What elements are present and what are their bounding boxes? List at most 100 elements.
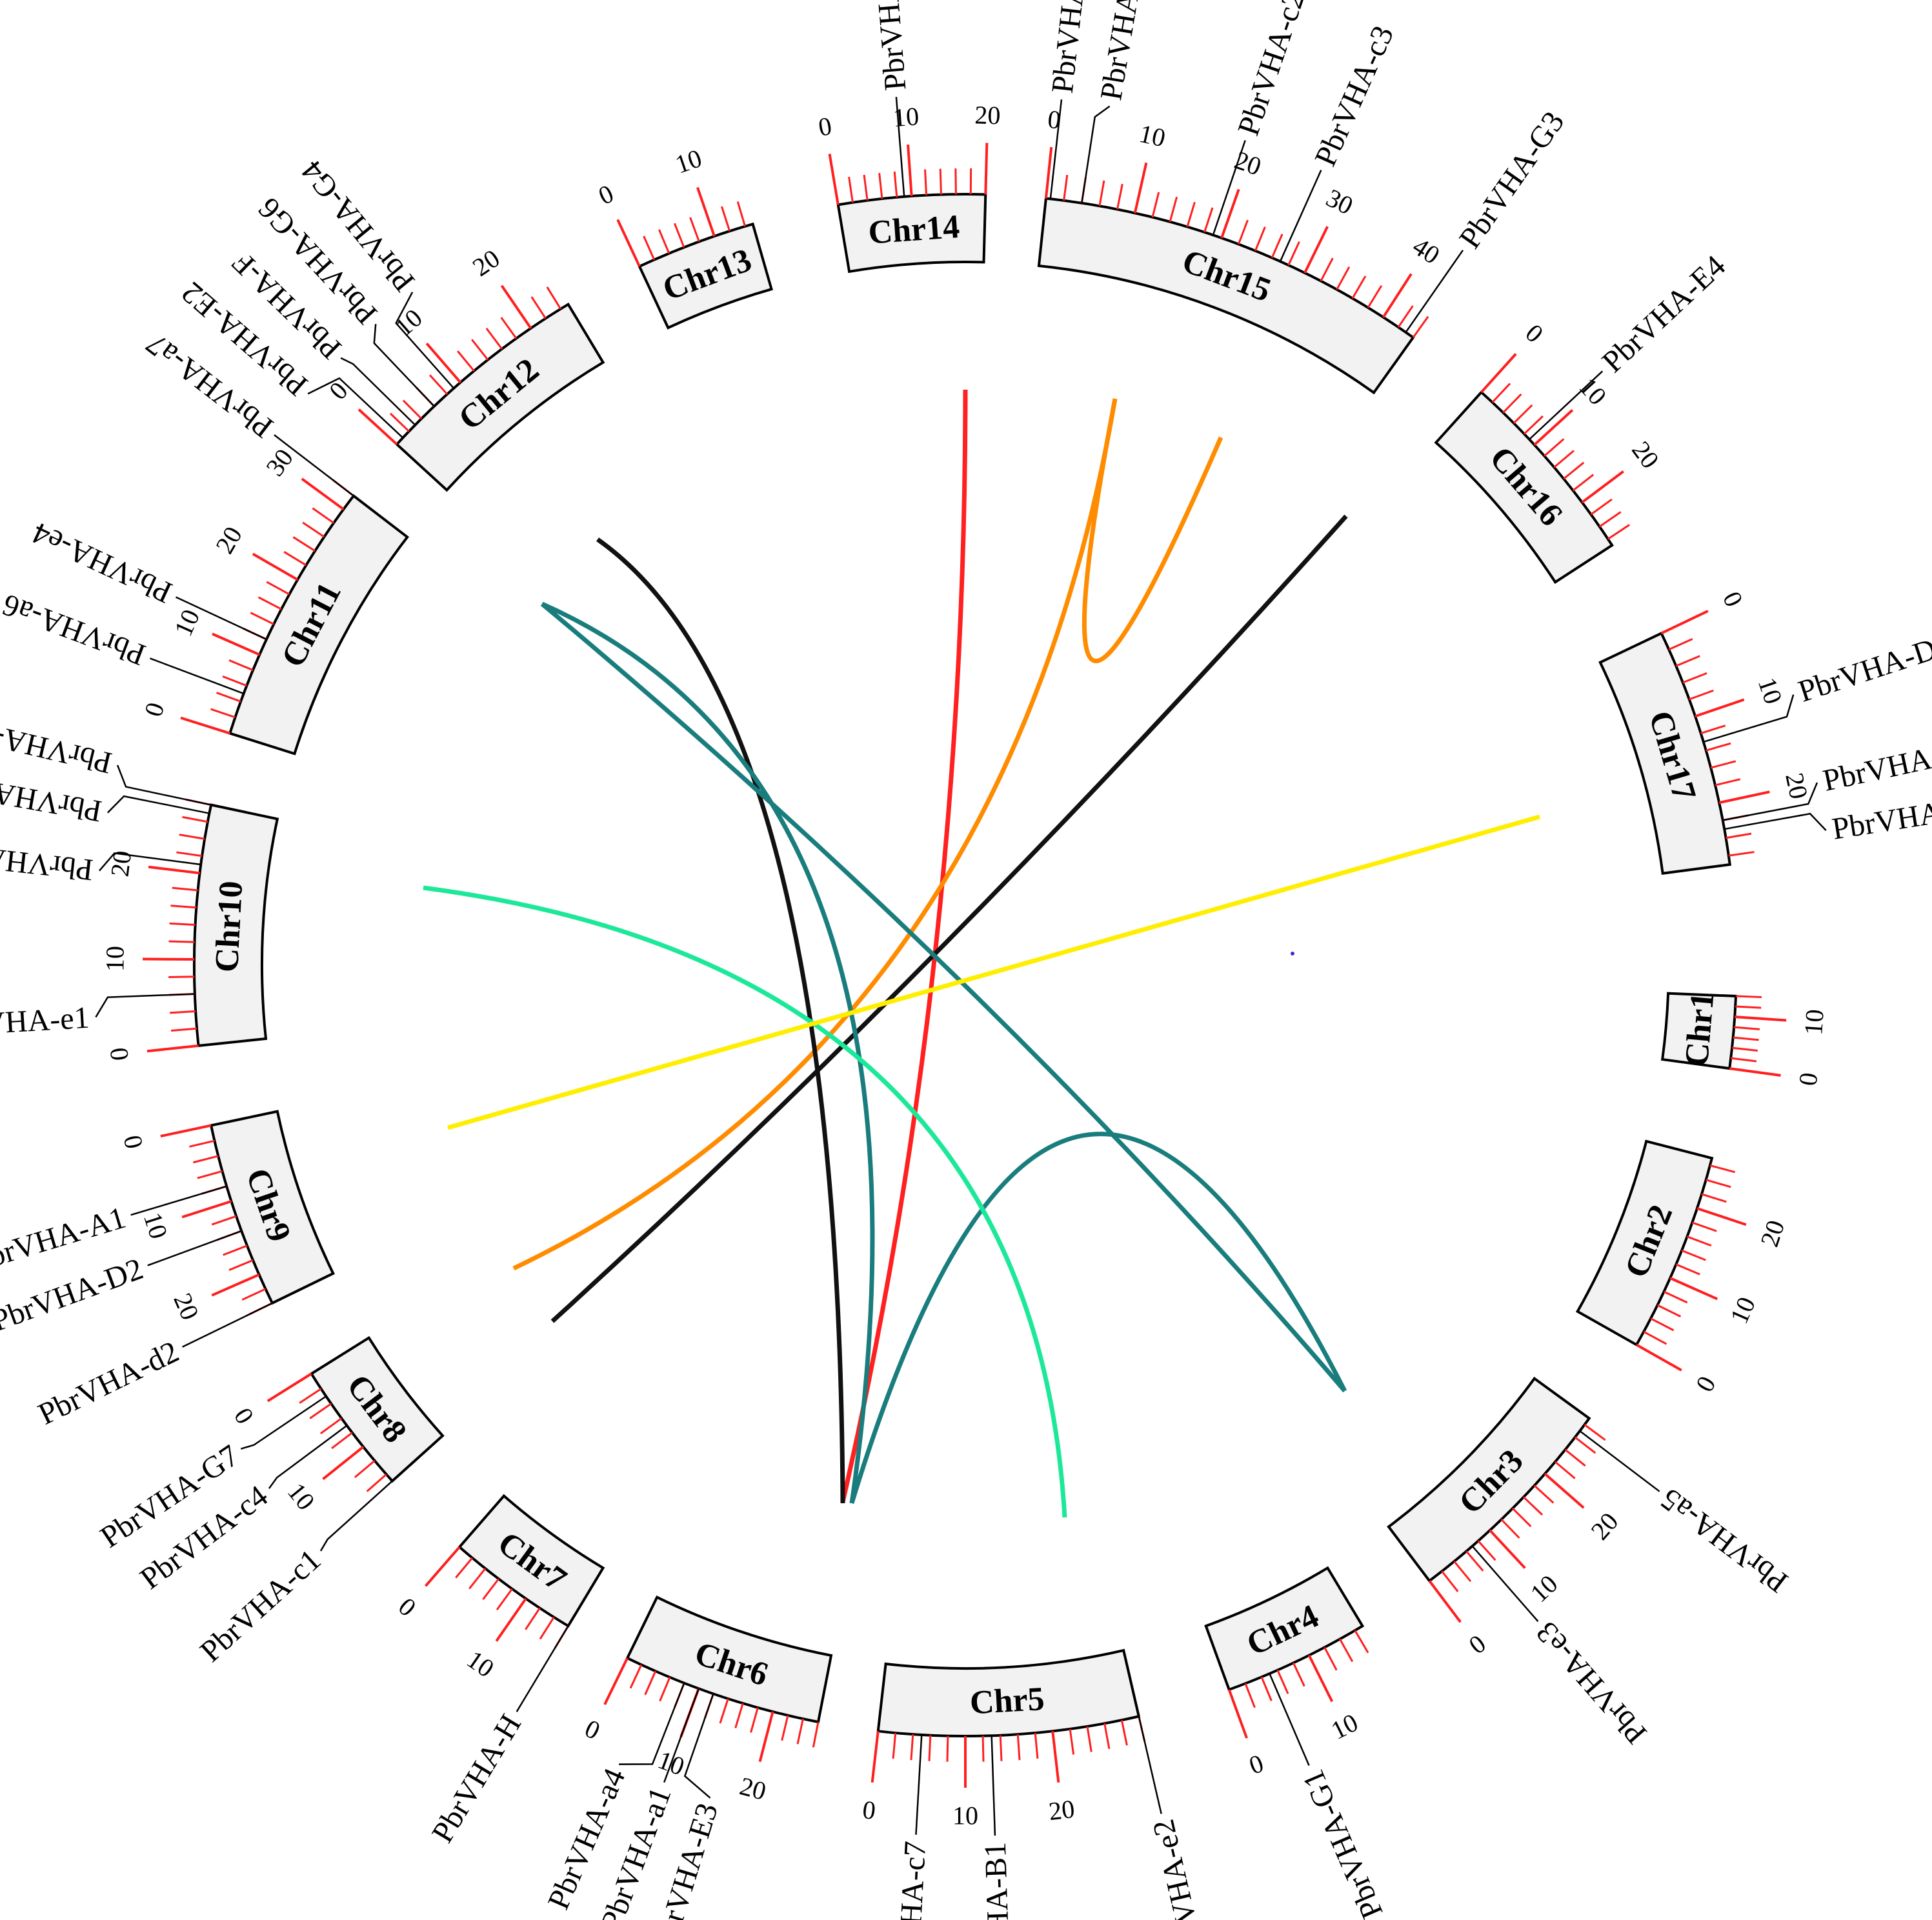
tick-major — [160, 1124, 212, 1138]
tick-minor — [848, 177, 854, 203]
tick-minor — [1116, 183, 1123, 210]
tick-minor — [197, 1170, 223, 1179]
gene-leader-line — [147, 1230, 242, 1266]
chromosome-box — [1387, 1376, 1591, 1583]
tick-minor — [910, 1734, 914, 1761]
tick-label: 0 — [1793, 1071, 1823, 1088]
gene-label: PbrVHA-a5 — [1655, 1482, 1795, 1599]
tick-minor — [1502, 393, 1522, 414]
gene-leader-line — [895, 97, 905, 197]
tick-label: 40 — [1407, 232, 1445, 270]
tick-major — [1636, 1343, 1682, 1372]
gene-label: PbrVHA-d2 — [33, 1334, 184, 1432]
tick-minor — [1169, 196, 1178, 223]
gene-leader-line — [268, 1425, 348, 1489]
tick-label: 20 — [1780, 770, 1813, 802]
tick-major — [1533, 409, 1574, 446]
gene-leader-line — [395, 292, 455, 389]
tick-minor — [1336, 266, 1351, 290]
tick-label: 0 — [1245, 1748, 1267, 1780]
synteny-links — [423, 389, 1540, 1518]
tick-minor — [1643, 1330, 1667, 1345]
tick-minor — [939, 168, 942, 195]
tick-minor — [525, 1607, 541, 1630]
gene-leader-line — [99, 852, 201, 872]
tick-major — [616, 219, 641, 267]
tick-minor — [1689, 689, 1714, 701]
synteny-link — [512, 398, 1118, 1271]
tick-minor — [1412, 315, 1429, 339]
tick-minor — [1151, 192, 1160, 218]
tick-minor — [1733, 1036, 1759, 1041]
tick-major — [148, 865, 200, 875]
tick-minor — [1553, 450, 1575, 468]
tick-major — [1489, 1529, 1526, 1569]
tick-label: 10 — [1525, 1569, 1564, 1608]
gene-label: PbrVHA-G1 — [1296, 1765, 1389, 1920]
tick-minor — [1441, 1570, 1459, 1592]
gene-label: PbrVHA-c3 — [1308, 21, 1400, 171]
tick-minor — [331, 1432, 353, 1450]
chromosome-box — [1660, 992, 1738, 1070]
tick-major — [267, 1372, 312, 1403]
tick-minor — [1691, 1221, 1717, 1232]
synteny-link — [1082, 398, 1223, 663]
tick-major — [758, 1711, 774, 1763]
tick-minor — [283, 551, 307, 566]
tick-minor — [210, 708, 236, 719]
gene-label: PbrVHA-a6 — [0, 587, 150, 672]
tick-minor — [1728, 851, 1755, 857]
tick-label: 10 — [1573, 372, 1612, 411]
gene-leader-line — [307, 377, 404, 439]
tick-minor — [1700, 725, 1726, 735]
gene-leader-line — [175, 596, 267, 641]
tick-minor — [1351, 275, 1367, 299]
gene-label: PbrVHA-E4 — [1596, 248, 1733, 379]
tick-minor — [222, 675, 247, 687]
gene-leader-line — [150, 657, 245, 695]
tick-minor — [250, 612, 274, 625]
chromosome-box — [836, 193, 987, 274]
tick-label: 10 — [1753, 674, 1789, 707]
tick-major — [1382, 273, 1413, 318]
tick-minor — [496, 1588, 513, 1611]
tick-major — [252, 552, 299, 581]
tick-major — [495, 1597, 527, 1642]
gene-leader-line — [1703, 694, 1795, 743]
chromosome-box — [1575, 1139, 1714, 1347]
gene-leader-line — [663, 1688, 699, 1783]
tick-minor — [223, 1245, 248, 1256]
tick-minor — [485, 328, 503, 350]
tick-major — [1480, 353, 1517, 394]
tick-major — [1718, 790, 1770, 805]
tick-minor — [689, 217, 700, 243]
tick-label: 0 — [1690, 1371, 1722, 1397]
tick-minor — [1203, 207, 1214, 233]
tick-minor — [1735, 1005, 1762, 1009]
tick-minor — [402, 399, 423, 420]
chromosome-box — [1598, 631, 1732, 875]
tick-label: 0 — [139, 699, 170, 720]
gene-label: PbrVHA-B2 — [0, 836, 95, 887]
chromosome-box — [876, 1648, 1141, 1738]
chromosome-chr1: Chr1 0 10 — [1660, 991, 1829, 1088]
tick-minor — [1120, 1719, 1128, 1746]
tick-label: 10 — [1136, 119, 1168, 153]
tick-minor — [228, 659, 254, 672]
tick-minor — [781, 1715, 789, 1741]
tick-minor — [736, 201, 747, 227]
tick-minor — [644, 1670, 657, 1695]
gene-leader-line — [130, 1185, 227, 1216]
chromosome-box — [625, 1595, 833, 1724]
tick-minor — [643, 235, 656, 261]
gene-leader-line — [1269, 1673, 1310, 1766]
gene-leader-line — [1212, 140, 1246, 235]
tick-major — [357, 408, 398, 446]
synteny-link — [447, 814, 1540, 1130]
chromosome-box — [458, 1494, 605, 1628]
